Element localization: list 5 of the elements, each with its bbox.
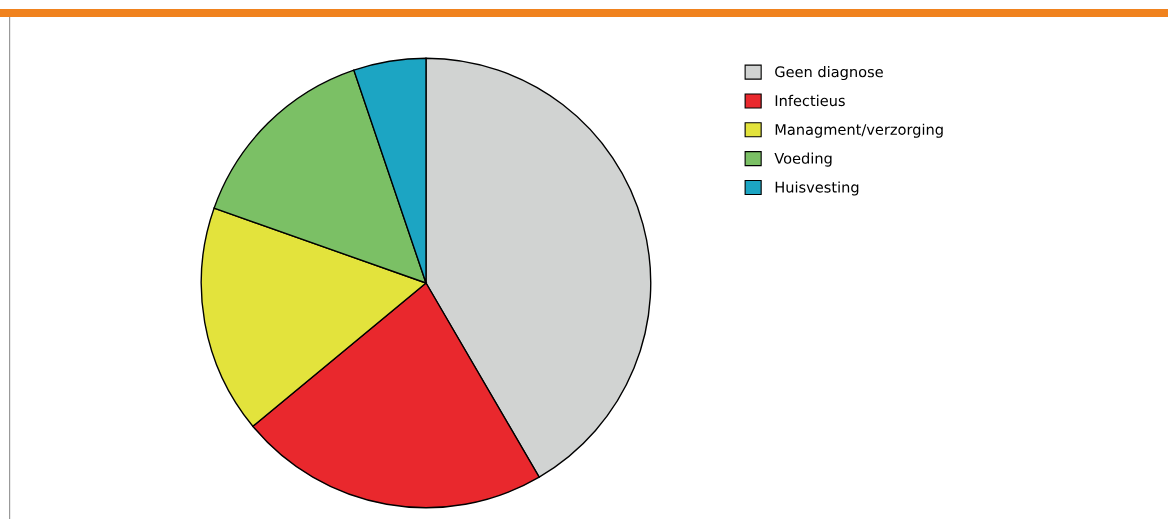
legend-label: Huisvesting — [775, 181, 859, 196]
legend-label: Infectieus — [775, 94, 845, 107]
legend-label: Geen diagnose — [775, 66, 883, 81]
legend-label: Voeding — [774, 152, 832, 167]
legend-label: Managment/verzorging — [775, 123, 943, 138]
